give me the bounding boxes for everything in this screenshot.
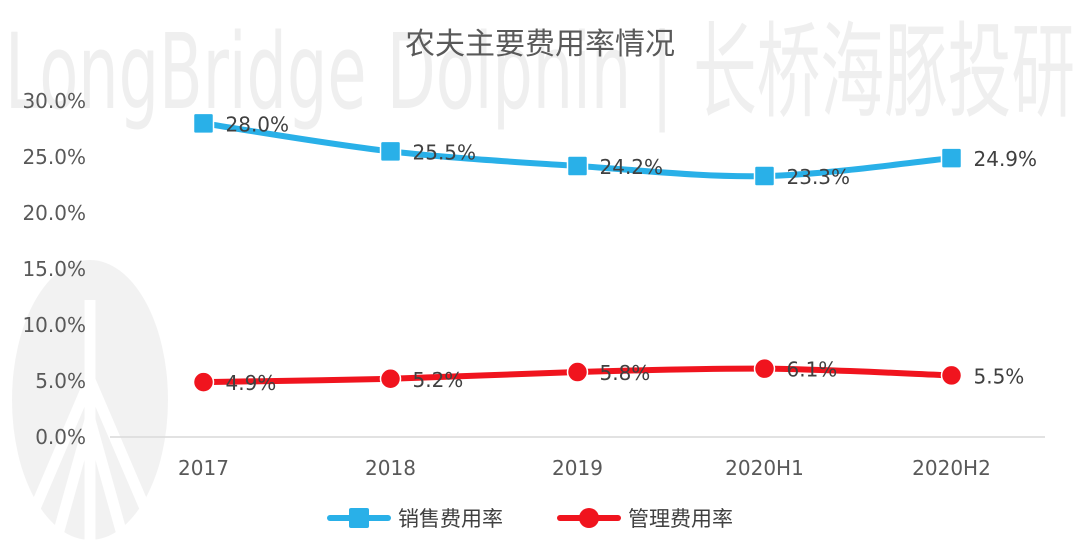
chart-title: 农夫主要费用率情况 <box>405 27 675 62</box>
data-point-admin <box>192 371 215 393</box>
y-tick-label: 20.0% <box>22 201 86 225</box>
data-label: 6.1% <box>787 358 838 382</box>
x-tick-label: 2018 <box>365 456 416 480</box>
y-tick-label: 5.0% <box>35 369 86 393</box>
data-point-sales <box>940 147 963 169</box>
data-label: 25.5% <box>413 140 477 164</box>
x-tick-label: 2019 <box>552 456 603 480</box>
y-axis: 30.0% 25.0% 20.0% 15.0% 10.0% 5.0% 0.0% <box>22 89 86 449</box>
watermark-text: LongBridge Dolphin | 长桥海豚投研 <box>5 11 1075 133</box>
data-label: 28.0% <box>226 112 290 136</box>
y-tick-label: 15.0% <box>22 257 86 281</box>
data-point-sales <box>566 155 589 177</box>
y-tick-label: 10.0% <box>22 313 86 337</box>
legend-label: 销售费用率 <box>398 507 503 531</box>
watermark: LongBridge Dolphin | 长桥海豚投研 <box>5 11 1075 547</box>
y-tick-label: 25.0% <box>22 145 86 169</box>
y-tick-label: 30.0% <box>22 89 86 113</box>
data-label: 5.5% <box>974 364 1025 388</box>
legend-marker-sales <box>349 508 369 528</box>
data-point-sales <box>192 112 215 135</box>
data-label: 5.2% <box>413 368 464 392</box>
plot-area <box>192 112 963 393</box>
y-tick-label: 0.0% <box>35 425 86 449</box>
data-point-sales <box>753 165 776 187</box>
data-point-admin <box>940 364 963 387</box>
x-axis: 2017 2018 2019 2020H1 2020H2 <box>110 436 1045 480</box>
legend-marker-admin <box>579 508 599 528</box>
data-label: 5.8% <box>600 361 651 385</box>
logo-mark <box>12 260 168 547</box>
data-point-admin <box>753 357 776 380</box>
data-point-admin <box>566 361 589 383</box>
data-labels: 28.0% 25.5% 24.2% 23.3% 24.9% 4.9% 5.2% 5.8% 6.1… <box>226 112 1038 395</box>
x-tick-label: 2020H2 <box>912 456 991 480</box>
data-point-admin <box>379 368 402 390</box>
legend-label: 管理费用率 <box>628 507 733 531</box>
x-tick-label: 2017 <box>178 456 229 480</box>
data-label: 24.2% <box>600 155 664 179</box>
data-label: 4.9% <box>226 371 277 395</box>
x-tick-label: 2020H1 <box>725 456 804 480</box>
data-label: 24.9% <box>974 147 1038 171</box>
legend: 销售费用率 管理费用率 <box>327 507 733 531</box>
data-point-sales <box>379 140 402 163</box>
data-label: 23.3% <box>787 165 851 189</box>
